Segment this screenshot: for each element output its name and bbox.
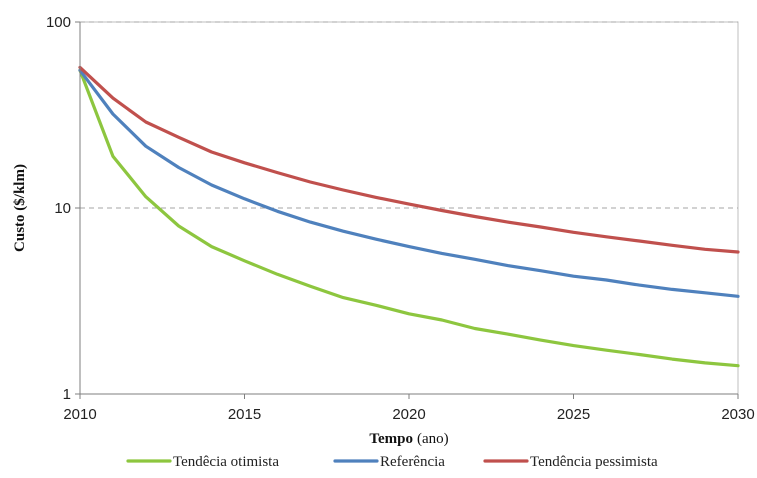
legend-label-1: Referência — [380, 454, 445, 470]
series-line-0 — [78, 68, 740, 368]
series-line-2 — [78, 65, 740, 254]
legend-label-2: Tendência pessimista — [530, 454, 658, 470]
x-axis-title-unit: (ano) — [417, 431, 449, 447]
series-line-1 — [78, 68, 740, 298]
x-tick-label-3: 2025 — [557, 406, 590, 423]
x-tick-label-0: 2010 — [63, 406, 96, 423]
y-tick-label-2: 100 — [46, 14, 71, 31]
x-axis-title: Tempo (ano) — [369, 431, 448, 447]
y-tick-label-0: 1 — [63, 386, 71, 403]
x-tick-label-2: 2020 — [392, 406, 425, 423]
x-tick-label-1: 2015 — [228, 406, 261, 423]
legend-label-0: Tendêcia otimista — [173, 454, 279, 470]
gridlines — [80, 21, 738, 209]
x-tick-labels: 2010 2015 2020 2025 2030 — [63, 394, 755, 423]
y-tick-labels: 1 10 100 — [46, 14, 80, 403]
y-axis-title: Custo ($/klm) — [12, 164, 28, 252]
x-axis-title-main: Tempo — [369, 431, 413, 447]
y-tick-label-1: 10 — [54, 200, 71, 217]
legend: Tendêcia otimista Referência Tendência pes… — [126, 454, 658, 470]
x-tick-label-4: 2030 — [721, 406, 754, 423]
series-lines — [78, 65, 740, 368]
